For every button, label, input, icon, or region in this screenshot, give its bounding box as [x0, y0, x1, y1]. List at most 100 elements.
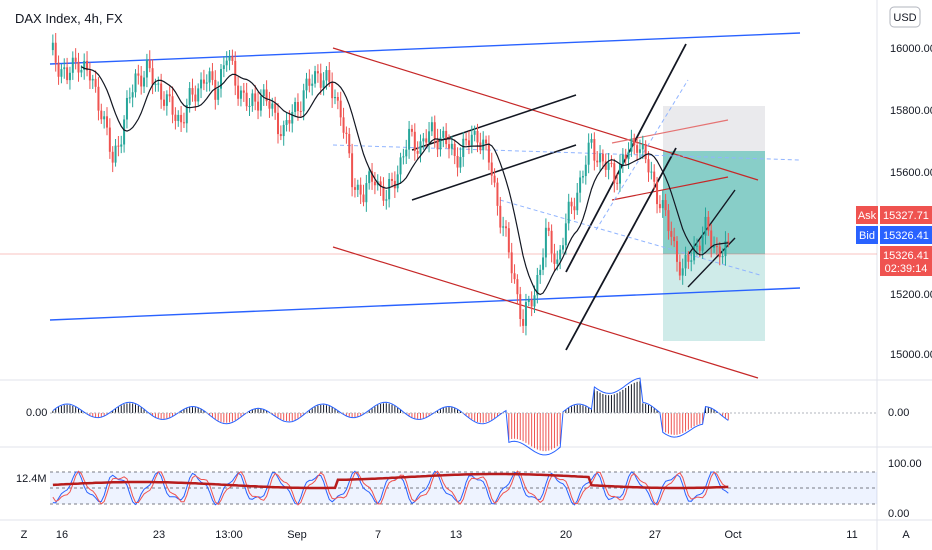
candle-body	[656, 181, 659, 205]
candle-body	[718, 246, 721, 258]
auto-scale-button[interactable]: A	[902, 529, 910, 541]
candle-body	[524, 302, 527, 326]
time-tick: 11	[846, 529, 857, 541]
candle-body	[165, 94, 168, 106]
candle-body	[502, 226, 505, 228]
candle-body	[593, 139, 596, 161]
candle-body	[328, 70, 331, 83]
candle-body	[570, 201, 573, 207]
candle-body	[664, 200, 667, 211]
candle-body	[194, 94, 197, 102]
osc1-label: 0.00	[26, 407, 47, 419]
candle-body	[410, 128, 413, 132]
bid-text: Bid	[859, 230, 875, 242]
candle-body	[348, 133, 351, 154]
candle-body	[422, 138, 425, 142]
candle-body	[573, 206, 576, 211]
candle-body	[66, 67, 69, 81]
candle-body	[402, 156, 405, 158]
candle-body	[587, 142, 590, 165]
candle-body	[576, 192, 579, 211]
trend-line	[411, 144, 577, 201]
moving-average-line	[81, 66, 729, 296]
time-axis[interactable]: 16 23 13:00 Sep 7 13 20 27 Oct 11	[56, 529, 858, 541]
candle-body	[661, 200, 664, 209]
time-tick: Oct	[724, 529, 741, 541]
candle-body	[522, 318, 525, 326]
countdown: 02:39:14	[885, 263, 928, 275]
candle-body	[302, 90, 305, 112]
candle-body	[262, 89, 265, 97]
candle-body	[248, 105, 251, 107]
candle-body	[470, 134, 473, 146]
candle-body	[217, 88, 220, 100]
candle-body	[439, 137, 442, 150]
candle-body	[644, 144, 647, 160]
candle-body	[163, 99, 165, 106]
candle-body	[205, 82, 208, 84]
candle-body	[120, 144, 123, 147]
candle-body	[487, 143, 490, 163]
candle-body	[356, 184, 359, 190]
candle-body	[533, 295, 536, 307]
candle-body	[108, 127, 111, 152]
candle-body	[368, 171, 371, 184]
trend-lines[interactable]	[49, 32, 801, 379]
candle-body	[242, 90, 245, 93]
candle-body	[274, 103, 277, 113]
candle-body	[314, 71, 317, 84]
candle-body	[453, 143, 456, 156]
candle-body	[527, 299, 530, 303]
candle-body	[202, 79, 205, 84]
candle-body	[542, 257, 545, 270]
candle-body	[373, 181, 376, 186]
candle-body	[676, 241, 678, 262]
candle-body	[499, 205, 502, 228]
candle-body	[60, 69, 63, 77]
candle-body	[601, 153, 604, 162]
currency-button[interactable]: USD	[889, 6, 921, 28]
candle-body	[436, 138, 439, 150]
candle-body	[627, 151, 630, 160]
dashed-line	[595, 79, 689, 231]
candle-body	[442, 130, 445, 138]
candle-body	[200, 79, 203, 89]
candle-body	[507, 228, 510, 253]
candle-body	[174, 114, 177, 121]
candle-body	[459, 156, 462, 168]
candle-body	[547, 227, 550, 231]
candle-body	[257, 101, 260, 111]
candle-body	[428, 131, 431, 143]
candle-body	[405, 149, 408, 157]
candle-body	[388, 178, 391, 200]
candle-body	[254, 93, 257, 102]
candle-body	[177, 114, 180, 121]
candle-body	[106, 116, 108, 128]
dashed-line	[499, 199, 761, 276]
candle-body	[143, 77, 146, 87]
price-tick: 15600.00	[890, 167, 932, 179]
candle-body	[88, 70, 91, 81]
trend-line	[332, 246, 759, 379]
oscillator-1	[50, 377, 877, 456]
price-axis[interactable]: 16000.00 15800.00 15600.00 15200.00 1500…	[890, 43, 932, 361]
candle-body	[581, 176, 584, 178]
candle-body	[220, 69, 222, 89]
candles	[51, 32, 730, 336]
time-tick: 13:00	[215, 529, 243, 541]
candle-body	[345, 132, 348, 134]
candle-body	[707, 216, 710, 231]
candle-body	[599, 153, 602, 163]
time-tick: 13	[450, 529, 462, 541]
candle-body	[536, 275, 539, 296]
candle-body	[396, 174, 399, 189]
ask-label: Ask 15327.71	[856, 206, 932, 224]
candle-body	[279, 134, 282, 137]
candle-body	[678, 261, 681, 276]
candle-body	[550, 230, 553, 254]
candle-body	[282, 124, 285, 137]
timezone-button[interactable]: Z	[21, 529, 28, 541]
candle-body	[556, 259, 559, 264]
candle-body	[353, 187, 356, 190]
